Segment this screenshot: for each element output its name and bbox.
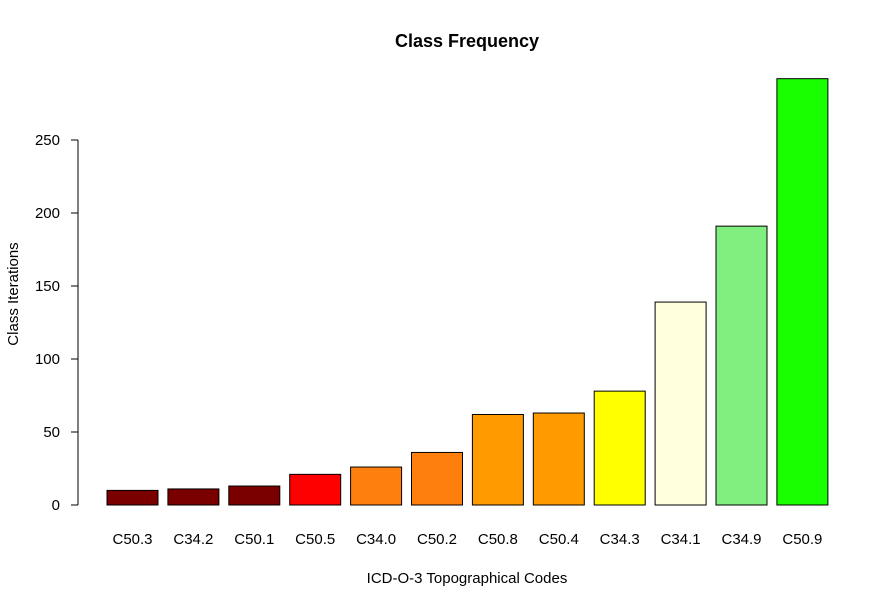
bar-C34.1 xyxy=(654,301,707,506)
y-axis-title: Class Iterations xyxy=(5,242,22,345)
x-tick-label: C50.4 xyxy=(539,531,579,548)
x-tick-label: C34.1 xyxy=(661,531,701,548)
y-tick-label: 100 xyxy=(35,351,60,368)
bar-C50.3 xyxy=(106,489,159,506)
bars-group xyxy=(106,78,829,506)
y-tick-label: 200 xyxy=(35,205,60,222)
bar-C50.1 xyxy=(228,485,281,506)
x-axis-title: ICD-O-3 Topographical Codes xyxy=(367,570,568,587)
bar-C34.3 xyxy=(593,390,646,506)
x-tick-label: C34.0 xyxy=(356,531,396,548)
x-tick-label: C34.2 xyxy=(173,531,213,548)
x-tick-label: C50.1 xyxy=(234,531,274,548)
x-tick-label: C34.3 xyxy=(600,531,640,548)
bar-C34.2 xyxy=(167,488,220,506)
x-tick-label: C50.9 xyxy=(782,531,822,548)
x-tick-label: C50.5 xyxy=(295,531,335,548)
y-tick-label: 50 xyxy=(43,424,60,441)
bar-C50.5 xyxy=(289,473,342,506)
y-tick-label: 250 xyxy=(35,132,60,149)
x-tick-label: C50.2 xyxy=(417,531,457,548)
y-tick-label: 0 xyxy=(52,497,60,514)
bar-C50.2 xyxy=(411,451,463,506)
x-tick-label: C50.3 xyxy=(112,531,152,548)
chart-title: Class Frequency xyxy=(395,31,539,51)
bar-C34.0 xyxy=(350,466,403,506)
bar-C50.4 xyxy=(532,412,585,506)
x-axis-labels: C50.3 C34.2 C50.1 C50.5 C34.0 C50.2 C50.8 C50.4… xyxy=(112,531,822,548)
y-tick-label: 150 xyxy=(35,278,60,295)
x-tick-label: C50.8 xyxy=(478,531,518,548)
bar-C50.9 xyxy=(776,78,829,506)
x-tick-label: C34.9 xyxy=(721,531,761,548)
y-axis-ticks: 0 50 100 150 200 250 xyxy=(35,132,78,514)
bar-C34.9 xyxy=(715,225,768,506)
bar-C50.8 xyxy=(471,413,524,506)
